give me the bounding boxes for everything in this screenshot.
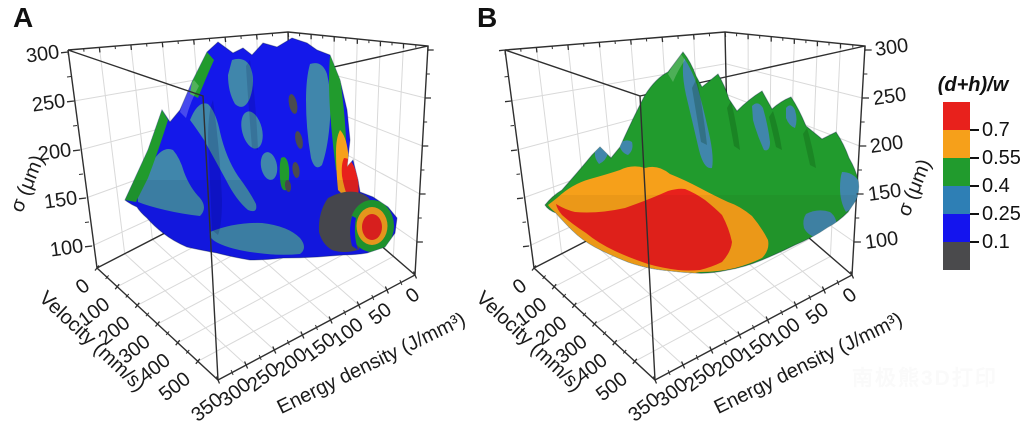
legend-tick-label: 0.55 [982,147,1021,169]
legend-band-orange [943,130,970,158]
sigma-tick-label: 250 [872,84,908,110]
energy-tick-label: 0 [402,284,424,308]
legend-tick [970,129,979,131]
energy-tick-label: 0 [839,284,861,308]
plot-a-sigma-axis-title: σ (μm) [6,152,49,215]
plot-a-front-edge [67,49,219,381]
legend-tick [970,241,979,243]
panel-b-label: B [477,2,498,33]
energy-tick-label: 50 [365,299,396,330]
plot-b-sigma-tick-labels: 300 250 200 150 100 [864,35,910,254]
velocity-tick-label: 0 [509,275,531,299]
legend-tick-label: 0.25 [982,203,1021,225]
legend-tick [970,185,979,187]
surface-b-red-region [556,188,732,271]
watermark: 南极熊3D打印 [852,367,998,390]
sigma-tick-label: 100 [49,235,85,261]
legend-band-blue [943,214,970,242]
legend-tick [970,213,979,215]
surface-a-green-patches [125,52,347,202]
legend-band-steelblue [943,186,970,214]
legend-tick [970,157,979,159]
surface-a-steelblue-patches [138,58,363,255]
velocity-tick-label: 0 [72,275,94,299]
sigma-tick-label: 250 [31,90,67,116]
legend-tick-label: 0.7 [982,119,1010,141]
plot-a-major-ticks [60,31,434,384]
sigma-tick-label: 150 [867,180,903,206]
sigma-tick-label: 300 [25,41,61,67]
plot-b-front-edge [504,49,656,381]
legend-band-green [943,158,970,186]
plot-b-major-ticks [498,31,872,384]
legend-tick-label: 0.1 [982,231,1010,253]
surface-a-gray-spots [284,94,303,192]
plot-b-minor-ticks [504,33,868,376]
plot-a-sigma-tick-labels: 300 250 200 150 100 [25,41,85,261]
legend-band-gray [943,242,970,270]
sigma-tick-label: 200 [37,139,73,165]
legend-band-red [943,102,970,130]
plot-a: 300 250 200 150 100 0 100 200 300 400 50… [6,31,469,426]
legend-tick-label: 0.4 [982,175,1010,197]
plot-a-minor-ticks [66,33,430,376]
surface-a-gray-basin [318,191,394,252]
sigma-tick-label: 150 [43,187,79,213]
surface-a-orange-red-strip [336,130,359,198]
surface-b-steelblue-patches [594,58,859,238]
sigma-tick-label: 200 [869,132,905,158]
surface-a-blue-crescent [350,216,358,250]
sigma-tick-label: 100 [864,228,900,254]
panel-a-label: A [13,2,34,33]
energy-tick-label: 50 [802,299,833,330]
sigma-tick-label: 300 [874,35,910,61]
legend-title: (d+h)/w [937,74,1009,96]
